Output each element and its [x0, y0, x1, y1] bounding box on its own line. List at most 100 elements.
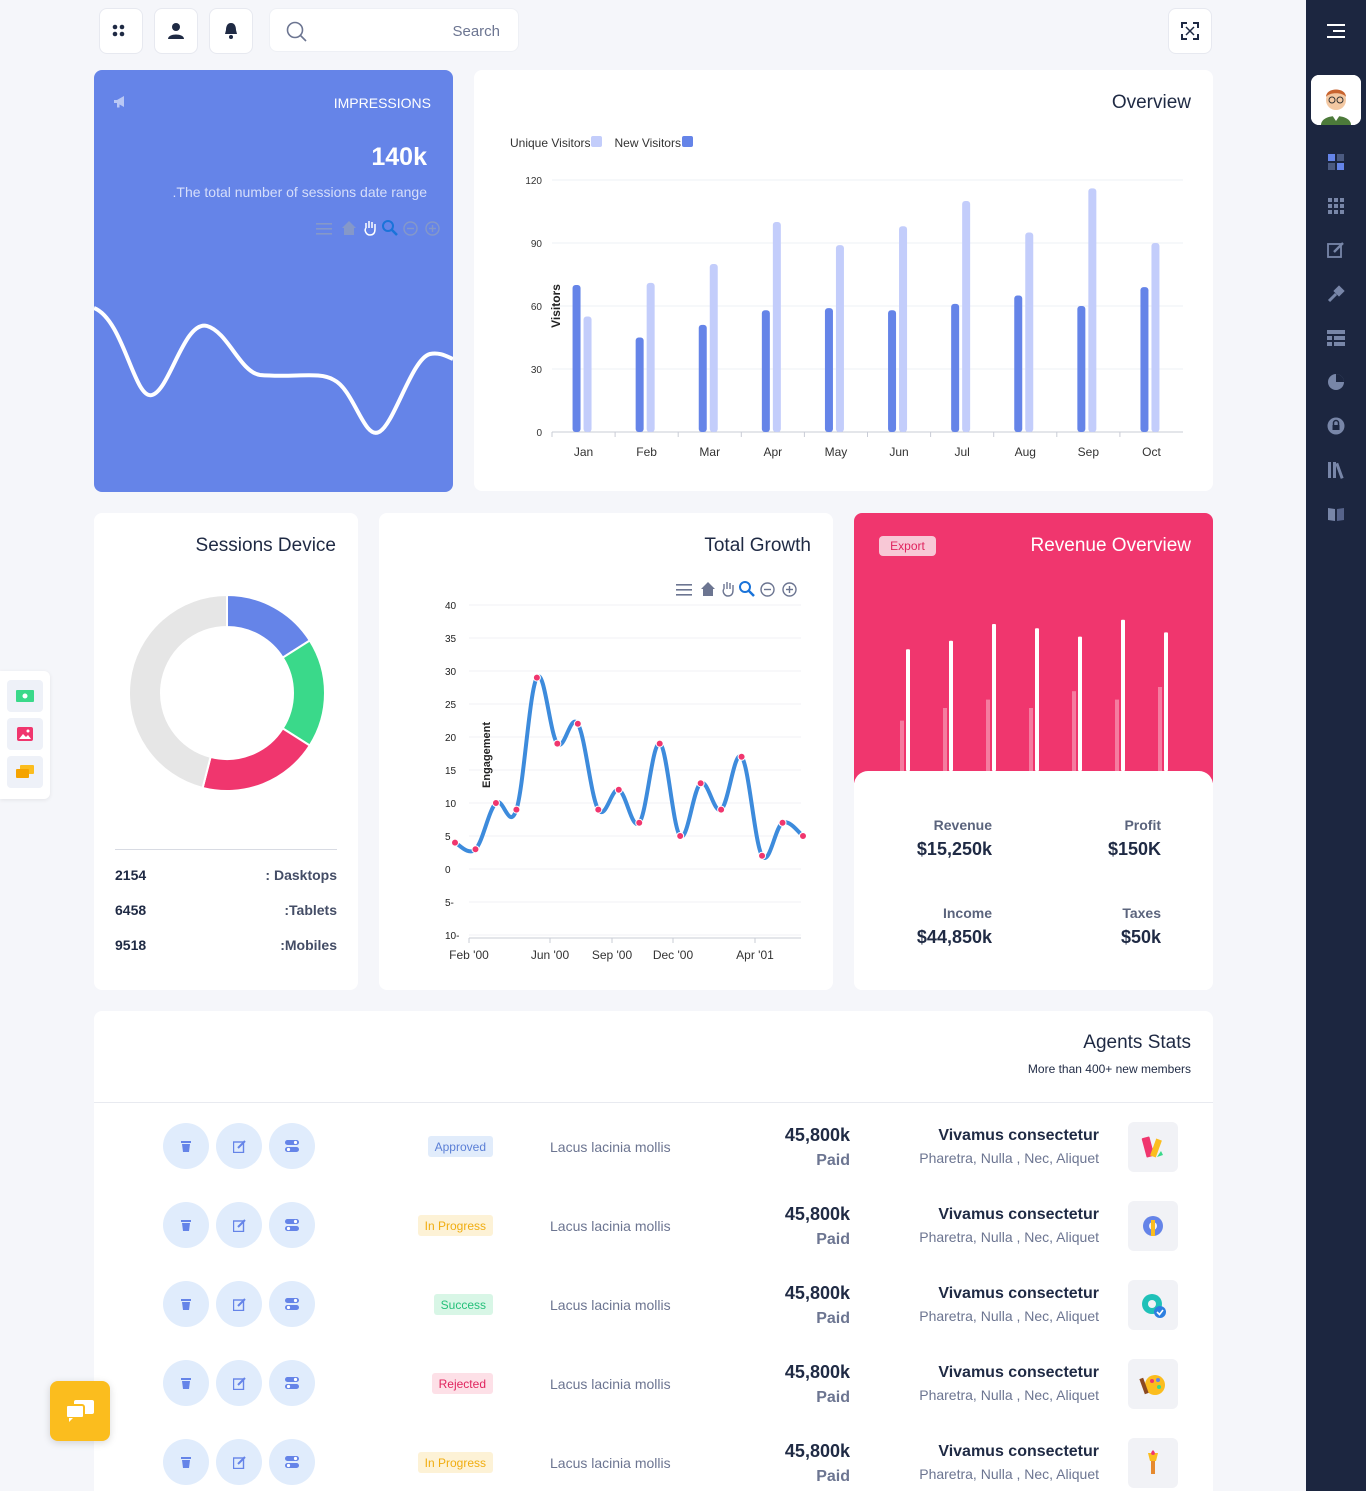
toggle-button[interactable] — [269, 1202, 315, 1248]
zoom-in-icon[interactable] — [425, 221, 440, 236]
bar-unique-visitors[interactable] — [1088, 188, 1097, 432]
edit-icon[interactable] — [1326, 240, 1346, 260]
library-icon[interactable] — [1326, 460, 1346, 480]
bar-unique-visitors[interactable] — [1025, 232, 1034, 433]
revenue-bar[interactable] — [992, 624, 996, 771]
bar-new-visitors[interactable] — [572, 285, 581, 432]
legend-unique-visitors[interactable]: Unique Visitors — [510, 136, 603, 150]
revenue-bar[interactable] — [1164, 632, 1168, 771]
bar-new-visitors[interactable] — [1140, 287, 1149, 432]
edit-button[interactable] — [216, 1360, 262, 1406]
home-icon[interactable] — [341, 220, 357, 236]
search-icon[interactable] — [286, 21, 308, 43]
data-point[interactable] — [799, 832, 807, 840]
data-point[interactable] — [676, 832, 685, 840]
delete-button[interactable] — [163, 1281, 209, 1327]
edit-button[interactable] — [216, 1202, 262, 1248]
data-point[interactable] — [594, 805, 603, 814]
data-point[interactable] — [553, 739, 562, 748]
agent-name[interactable]: Vivamus consectetur — [938, 1127, 1099, 1144]
agent-name[interactable]: Vivamus consectetur — [938, 1206, 1099, 1223]
bar-new-visitors[interactable] — [761, 310, 770, 432]
edit-button[interactable] — [216, 1281, 262, 1327]
agent-name[interactable]: Vivamus consectetur — [938, 1443, 1099, 1460]
bar-new-visitors[interactable] — [888, 310, 897, 432]
data-point[interactable] — [635, 818, 644, 827]
agent-name[interactable]: Vivamus consectetur — [938, 1364, 1099, 1381]
export-button[interactable]: Export — [879, 536, 936, 556]
menu-icon[interactable] — [676, 583, 692, 597]
chat-icon[interactable] — [7, 756, 43, 788]
data-point[interactable] — [491, 799, 500, 807]
revenue-bar[interactable] — [949, 640, 953, 771]
search-input[interactable] — [320, 9, 500, 53]
lock-icon[interactable] — [1326, 416, 1346, 436]
bar-unique-visitors[interactable] — [772, 222, 781, 432]
data-point[interactable] — [737, 752, 746, 761]
money-icon[interactable] — [7, 680, 43, 712]
toggle-button[interactable] — [269, 1439, 315, 1485]
data-point[interactable] — [717, 805, 726, 814]
data-point[interactable] — [451, 838, 459, 847]
delete-button[interactable] — [163, 1360, 209, 1406]
apps-button[interactable] — [99, 8, 143, 54]
tools-icon[interactable] — [1326, 284, 1346, 304]
book-icon[interactable] — [1326, 504, 1346, 524]
bar-unique-visitors[interactable] — [1151, 243, 1160, 432]
data-point[interactable] — [758, 851, 767, 860]
delete-button[interactable] — [163, 1202, 209, 1248]
bar-unique-visitors[interactable] — [899, 226, 908, 432]
table-icon[interactable] — [1326, 328, 1346, 348]
legend-new-visitors[interactable]: New Visitors — [614, 136, 693, 150]
fullscreen-button[interactable] — [1168, 8, 1212, 54]
avatar[interactable] — [1311, 75, 1361, 125]
data-point[interactable] — [532, 673, 541, 682]
pan-icon[interactable] — [363, 220, 377, 236]
pie-chart-icon[interactable] — [1326, 372, 1346, 392]
user-button[interactable] — [154, 8, 198, 54]
dashboard-icon[interactable] — [1326, 152, 1346, 172]
toggle-button[interactable] — [269, 1281, 315, 1327]
home-icon[interactable] — [700, 581, 716, 597]
edit-button[interactable] — [216, 1123, 262, 1169]
bar-unique-visitors[interactable] — [646, 282, 655, 432]
notifications-button[interactable] — [209, 8, 253, 54]
data-point[interactable] — [512, 805, 521, 814]
bar-new-visitors[interactable] — [1077, 306, 1086, 432]
donut-slice[interactable] — [281, 639, 326, 747]
bar-new-visitors[interactable] — [951, 303, 960, 432]
data-point[interactable] — [778, 818, 787, 827]
toggle-button[interactable] — [269, 1123, 315, 1169]
pan-icon[interactable] — [721, 581, 735, 597]
bar-new-visitors[interactable] — [1014, 295, 1023, 433]
bar-new-visitors[interactable] — [824, 308, 833, 432]
data-point[interactable] — [614, 785, 623, 794]
zoom-out-icon[interactable] — [403, 221, 418, 236]
data-point[interactable] — [573, 719, 582, 728]
image-icon[interactable] — [7, 718, 43, 750]
toggle-button[interactable] — [269, 1360, 315, 1406]
donut-slice[interactable] — [201, 726, 312, 792]
donut-slice[interactable] — [128, 593, 228, 790]
revenue-bar[interactable] — [906, 649, 910, 771]
bar-unique-visitors[interactable] — [709, 264, 718, 432]
data-point[interactable] — [471, 845, 480, 854]
zoom-in-icon[interactable] — [782, 582, 797, 597]
bar-unique-visitors[interactable] — [583, 316, 592, 433]
menu-toggle-icon[interactable] — [1326, 21, 1346, 41]
zoom-out-icon[interactable] — [760, 582, 775, 597]
bar-unique-visitors[interactable] — [835, 245, 844, 432]
chat-button[interactable] — [50, 1381, 110, 1441]
revenue-bar[interactable] — [1035, 628, 1039, 771]
bar-unique-visitors[interactable] — [962, 201, 971, 432]
zoom-icon[interactable] — [382, 220, 398, 236]
delete-button[interactable] — [163, 1439, 209, 1485]
bar-new-visitors[interactable] — [698, 324, 707, 432]
edit-button[interactable] — [216, 1439, 262, 1485]
bar-new-visitors[interactable] — [635, 337, 644, 433]
data-point[interactable] — [696, 779, 705, 788]
zoom-icon[interactable] — [739, 581, 755, 597]
delete-button[interactable] — [163, 1123, 209, 1169]
apps-grid-icon[interactable] — [1326, 196, 1346, 216]
revenue-bar[interactable] — [1078, 636, 1082, 771]
